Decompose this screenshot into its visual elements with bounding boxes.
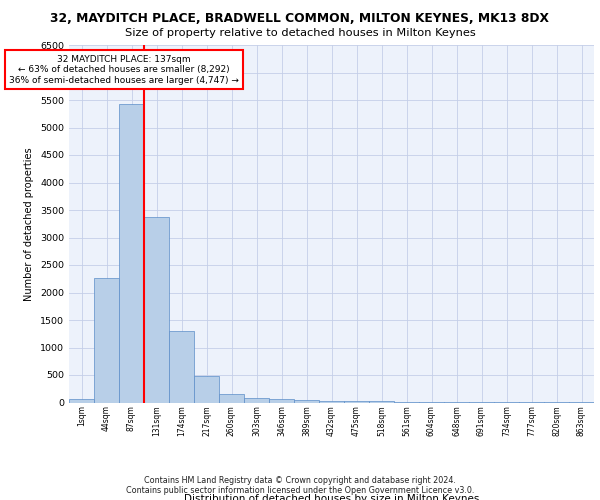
Text: Contains HM Land Registry data © Crown copyright and database right 2024.
Contai: Contains HM Land Registry data © Crown c… — [126, 476, 474, 495]
Bar — [244, 398, 269, 402]
Bar — [144, 216, 169, 402]
Bar — [344, 401, 369, 402]
Bar — [294, 400, 319, 402]
Bar — [269, 399, 294, 402]
Bar — [94, 278, 119, 402]
Text: 32, MAYDITCH PLACE, BRADWELL COMMON, MILTON KEYNES, MK13 8DX: 32, MAYDITCH PLACE, BRADWELL COMMON, MIL… — [50, 12, 550, 26]
Bar — [169, 331, 194, 402]
Bar — [194, 376, 219, 402]
Text: 32 MAYDITCH PLACE: 137sqm
← 63% of detached houses are smaller (8,292)
36% of se: 32 MAYDITCH PLACE: 137sqm ← 63% of detac… — [9, 55, 239, 84]
Bar — [69, 398, 94, 402]
Text: Size of property relative to detached houses in Milton Keynes: Size of property relative to detached ho… — [125, 28, 475, 38]
X-axis label: Distribution of detached houses by size in Milton Keynes: Distribution of detached houses by size … — [184, 494, 479, 500]
Y-axis label: Number of detached properties: Number of detached properties — [25, 147, 34, 300]
Bar — [319, 400, 344, 402]
Bar — [119, 104, 144, 403]
Bar — [219, 394, 244, 402]
